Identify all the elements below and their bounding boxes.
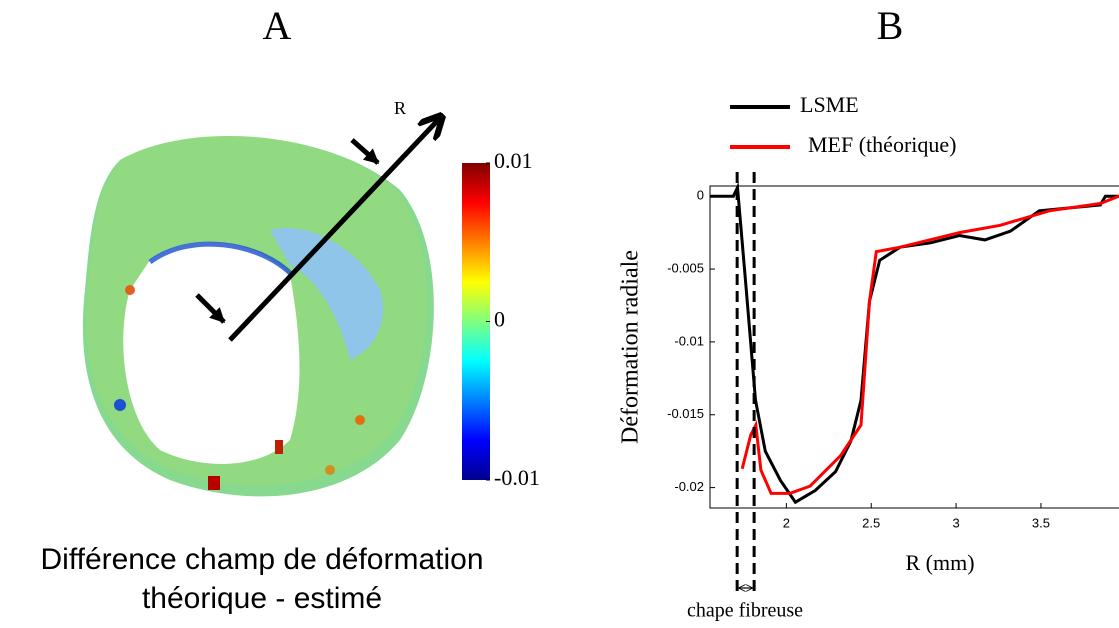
y-tick-label: 0 bbox=[697, 188, 704, 203]
x-tick-label: 2 bbox=[783, 515, 790, 530]
panel-title: B bbox=[877, 3, 904, 48]
caption-line: Différence champ de déformation bbox=[40, 543, 483, 576]
y-tick-label: -0.015 bbox=[667, 406, 704, 421]
colorbar-tick-label: 0 bbox=[494, 307, 505, 332]
panel-title: A bbox=[263, 3, 292, 48]
line-series bbox=[710, 181, 1119, 505]
y-tick-label: -0.02 bbox=[674, 479, 704, 494]
x-tick-label: 2.5 bbox=[862, 515, 880, 530]
legend-label: LSME bbox=[800, 92, 859, 117]
axes-frame bbox=[709, 185, 1119, 509]
caption-line: théorique - estimé bbox=[142, 582, 382, 615]
colorbar bbox=[462, 163, 490, 480]
x-tick-label: 3 bbox=[952, 515, 959, 530]
x-axis-label: R (mm) bbox=[905, 550, 974, 575]
y-axis-label: Déformation radiale bbox=[618, 250, 644, 444]
y-tick-label: -0.01 bbox=[674, 333, 704, 348]
x-tick-label: 3.5 bbox=[1032, 515, 1050, 530]
legend-label: MEF (théorique) bbox=[808, 132, 956, 157]
strain-map bbox=[82, 118, 490, 497]
colorbar-tick-label: -0.01 bbox=[494, 465, 540, 490]
axis-annotation: R bbox=[394, 98, 406, 118]
y-tick-label: -0.005 bbox=[667, 260, 704, 275]
line-series bbox=[740, 194, 1119, 495]
colorbar-tick-label: 0.01 bbox=[494, 148, 533, 173]
region-annotation: chape fibreuse bbox=[687, 600, 803, 622]
